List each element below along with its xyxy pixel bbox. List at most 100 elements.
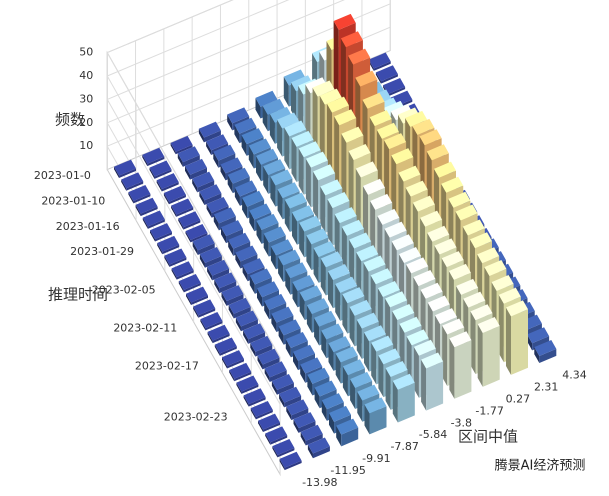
bar-top [292,275,315,292]
bar-left-face [271,313,277,333]
bar-left-face [250,343,256,357]
bar [207,259,230,281]
bar-front-face [298,420,316,433]
bar-top [335,276,358,293]
bar-left-face [290,82,297,120]
bar-top [491,274,514,292]
bar-top [307,437,330,454]
bar-top [383,100,406,117]
bar-top [413,339,436,356]
bar [142,147,165,167]
x-axis-title: 区间中值 [458,428,518,446]
z-tick-label: 10 [79,139,93,152]
bar-left-face [534,347,540,364]
bar-front-face [204,193,222,206]
bar-left-face [199,191,205,206]
bar-top [477,316,500,333]
bar-front-face [161,182,179,192]
bar-top [376,122,399,139]
bar-top [200,312,223,329]
bar-top [377,280,400,297]
bar-left-face [142,154,148,167]
bar-left-face [285,269,291,295]
bar [157,235,180,255]
bar-top [448,191,471,208]
bar-left-face [277,119,283,157]
bar-front-face [255,344,273,357]
bar-left-face [399,323,405,373]
bar-left-face [156,180,162,192]
bar-top [378,348,401,365]
bar-top [170,135,193,152]
bar-top [279,386,302,403]
bar-left-face [270,246,276,270]
bar-top [335,346,358,363]
bar-top [213,144,236,161]
bar-left-face [243,395,249,407]
bar-left-face [356,252,362,297]
grid-line [106,99,281,405]
bar-top [221,285,244,302]
bar-left-face [256,220,262,244]
bar-top [271,374,294,391]
bar-front-face [197,180,215,193]
bar-front-face [176,207,194,217]
bar [177,146,200,167]
bar-top [305,151,328,168]
bar-top [242,190,265,207]
bar-top [326,96,350,113]
bar-front-face [269,370,287,383]
bar-top [377,208,400,225]
bar-top [391,148,414,165]
bar-top [236,375,259,392]
bar-front-face [198,308,216,318]
bar-top [426,144,449,161]
bar-top [314,380,337,397]
bar-left-face [378,355,384,398]
bar-top [214,272,237,289]
z-tick-label: 40 [79,69,93,82]
bar-top [356,245,379,262]
bar-top [142,210,165,227]
bar-top [163,185,186,202]
bar-left-face [241,135,247,156]
bar-top [350,371,373,388]
bar-left-face [164,255,170,267]
bar-top [256,281,280,298]
bar-front-face [276,382,294,395]
bar-front-face [162,244,180,255]
bar [300,424,323,446]
bar-left-face [392,311,398,360]
bar-left-face [283,76,289,107]
bar-top [307,367,330,384]
bar-top [270,169,293,186]
bar [193,299,216,318]
bar-left-face [242,197,248,219]
bar-top [498,287,521,304]
bar-left-face [328,413,335,434]
bar-top [321,393,344,410]
bar-top [278,319,301,336]
bar-top [299,285,322,302]
bar-left-face [177,153,183,167]
bar-top [441,251,464,268]
bar-top [164,248,187,265]
bar-top [463,291,486,308]
bar-top [290,75,314,92]
bar-left-face [234,124,240,144]
bar-front-face [197,243,215,256]
bar-top [355,161,378,178]
bar-top [314,310,337,327]
bar-top [235,245,258,262]
bar-top [285,332,308,349]
bar-top [333,13,356,30]
row-tick-label: 2023-02-11 [113,321,177,334]
bar [164,248,187,267]
bar-left-face [278,326,284,345]
bar-top [263,226,286,243]
bar-left-face [355,168,361,234]
bar [207,324,230,344]
bar [243,323,266,344]
bar-top [300,357,323,374]
bar-top [242,258,265,275]
